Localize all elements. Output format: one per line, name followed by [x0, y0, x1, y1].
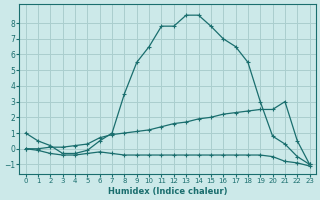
X-axis label: Humidex (Indice chaleur): Humidex (Indice chaleur) [108, 187, 228, 196]
